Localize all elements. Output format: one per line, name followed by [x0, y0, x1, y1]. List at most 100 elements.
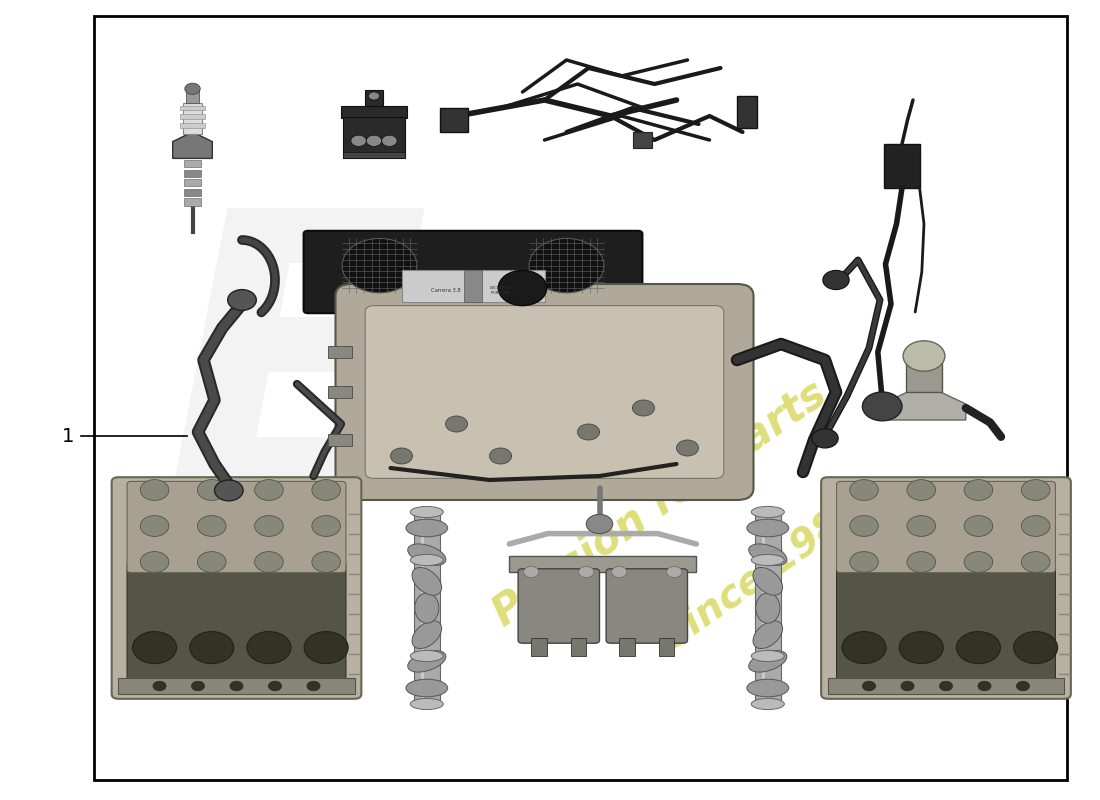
- Circle shape: [964, 552, 992, 573]
- Circle shape: [978, 681, 991, 690]
- Text: E: E: [164, 195, 430, 573]
- Bar: [632, 132, 652, 148]
- Bar: [180, 123, 205, 128]
- Circle shape: [198, 480, 227, 501]
- Circle shape: [956, 632, 1001, 664]
- Ellipse shape: [410, 650, 443, 662]
- Ellipse shape: [408, 544, 446, 566]
- Bar: [341, 106, 407, 118]
- Bar: [184, 150, 201, 158]
- Bar: [755, 512, 781, 704]
- Bar: [509, 556, 696, 572]
- Circle shape: [366, 135, 382, 146]
- Circle shape: [153, 681, 166, 690]
- Circle shape: [1022, 516, 1049, 536]
- Ellipse shape: [412, 567, 441, 595]
- Circle shape: [1016, 681, 1030, 690]
- Circle shape: [311, 480, 341, 501]
- Bar: [328, 386, 352, 398]
- FancyBboxPatch shape: [836, 482, 1056, 573]
- Circle shape: [579, 566, 594, 578]
- Circle shape: [382, 135, 397, 146]
- Ellipse shape: [751, 506, 784, 518]
- FancyBboxPatch shape: [126, 562, 345, 685]
- Circle shape: [1022, 480, 1049, 501]
- Bar: [571, 638, 586, 656]
- Circle shape: [676, 440, 698, 456]
- Circle shape: [198, 552, 227, 573]
- Circle shape: [529, 238, 604, 293]
- Bar: [737, 96, 757, 128]
- Circle shape: [307, 681, 320, 690]
- Ellipse shape: [751, 650, 784, 662]
- Circle shape: [1022, 552, 1049, 573]
- Circle shape: [254, 516, 284, 536]
- Bar: [94, 16, 1067, 780]
- Text: Passion for parts: Passion for parts: [485, 373, 835, 635]
- Circle shape: [368, 92, 379, 100]
- Bar: [184, 189, 201, 196]
- Ellipse shape: [410, 506, 443, 518]
- Circle shape: [268, 681, 282, 690]
- FancyBboxPatch shape: [821, 477, 1070, 699]
- Circle shape: [311, 552, 341, 573]
- Circle shape: [228, 290, 256, 310]
- Circle shape: [342, 238, 417, 293]
- Circle shape: [311, 516, 341, 536]
- Ellipse shape: [754, 621, 782, 649]
- Circle shape: [185, 83, 200, 94]
- Ellipse shape: [749, 544, 786, 566]
- Ellipse shape: [754, 567, 782, 595]
- Bar: [827, 678, 1064, 694]
- Bar: [180, 106, 205, 110]
- Circle shape: [632, 400, 654, 416]
- Circle shape: [390, 448, 412, 464]
- Ellipse shape: [751, 698, 784, 710]
- Bar: [119, 678, 354, 694]
- Circle shape: [141, 516, 169, 536]
- Bar: [183, 103, 202, 134]
- Circle shape: [214, 480, 243, 501]
- Ellipse shape: [410, 554, 443, 566]
- Circle shape: [189, 632, 233, 664]
- Circle shape: [906, 480, 935, 501]
- Circle shape: [812, 429, 838, 448]
- Circle shape: [246, 632, 290, 664]
- FancyBboxPatch shape: [518, 569, 600, 643]
- Circle shape: [964, 516, 992, 536]
- Ellipse shape: [412, 621, 441, 649]
- FancyBboxPatch shape: [304, 230, 642, 313]
- Bar: [328, 434, 352, 446]
- Text: Carrera 3.8: Carrera 3.8: [430, 288, 461, 294]
- Bar: [343, 117, 405, 158]
- Bar: [184, 170, 201, 177]
- Circle shape: [304, 632, 348, 664]
- Bar: [659, 638, 674, 656]
- Bar: [184, 160, 201, 167]
- Circle shape: [141, 552, 169, 573]
- Bar: [186, 89, 199, 103]
- Bar: [884, 144, 920, 188]
- Ellipse shape: [406, 519, 448, 537]
- Circle shape: [849, 552, 878, 573]
- FancyBboxPatch shape: [336, 284, 754, 500]
- Circle shape: [133, 632, 176, 664]
- Circle shape: [906, 516, 935, 536]
- Ellipse shape: [749, 650, 786, 672]
- Ellipse shape: [756, 593, 780, 623]
- Ellipse shape: [408, 650, 446, 672]
- Circle shape: [254, 552, 284, 573]
- Circle shape: [191, 681, 205, 690]
- Circle shape: [901, 681, 914, 690]
- Circle shape: [141, 480, 169, 501]
- Bar: [619, 638, 635, 656]
- Circle shape: [198, 516, 227, 536]
- Circle shape: [906, 552, 935, 573]
- Text: 1: 1: [62, 426, 75, 446]
- Circle shape: [578, 424, 600, 440]
- Circle shape: [524, 566, 539, 578]
- Bar: [531, 638, 547, 656]
- Ellipse shape: [415, 593, 439, 623]
- Ellipse shape: [747, 519, 789, 537]
- FancyBboxPatch shape: [606, 569, 688, 643]
